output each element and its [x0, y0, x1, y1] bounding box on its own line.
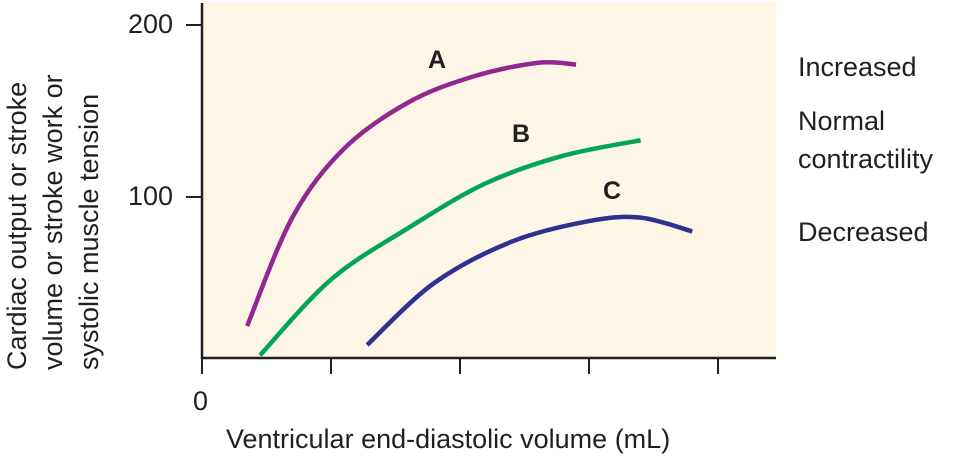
y-axis-label-line-3: systolic muscle tension	[74, 93, 104, 370]
curve-label-a: A	[428, 46, 447, 74]
curve-label-c: C	[603, 177, 622, 205]
curve-b	[258, 138, 642, 357]
curve-label-b: B	[512, 120, 531, 148]
legend-decreased: Decreased	[798, 217, 929, 247]
legend-normal-line-2: contractility	[798, 144, 934, 174]
y-axis-label-line-1: Cardiac output or stroke	[2, 81, 32, 370]
x-ticks	[201, 358, 719, 374]
x-axis-label: Ventricular end-diastolic volume (mL)	[226, 424, 671, 454]
y-axis-label-line-2: volume or stroke work or	[38, 74, 68, 370]
curves	[245, 59, 693, 357]
curve-a	[245, 59, 577, 327]
x-tick-label-0: 0	[193, 386, 209, 416]
legend-normal-line-1: Normal	[798, 106, 886, 136]
curve-c	[365, 214, 693, 347]
legend-increased: Increased	[798, 52, 917, 82]
y-tick-label-100: 100	[128, 181, 174, 211]
y-tick-label-200: 200	[128, 9, 174, 39]
